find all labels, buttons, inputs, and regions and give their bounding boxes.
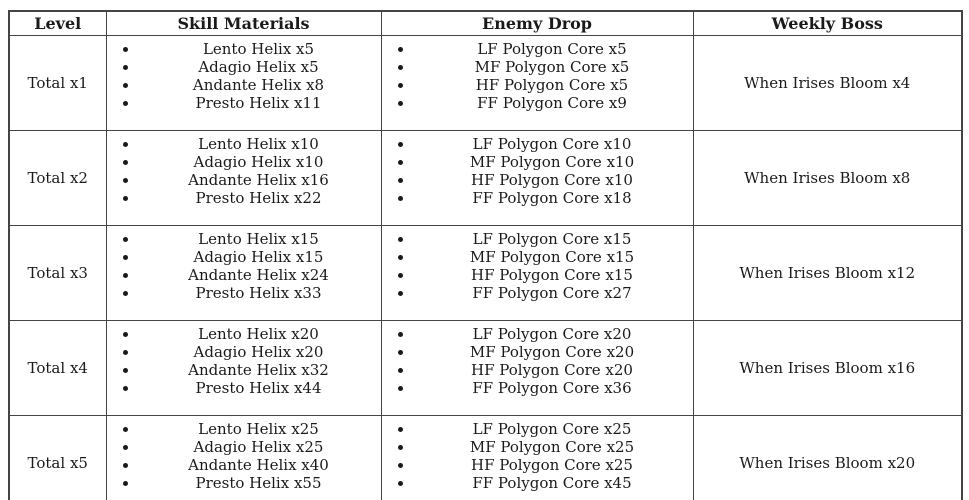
drop-item: LF Polygon Core x25 (414, 420, 691, 438)
skill-materials-cell: Lento Helix x25Adagio Helix x25Andante H… (105, 415, 382, 500)
materials-table: Level Skill Materials Enemy Drop Weekly … (8, 10, 963, 500)
material-item: Presto Helix x22 (139, 189, 379, 207)
material-item: Presto Helix x55 (139, 474, 379, 492)
skill-materials-cell: Lento Helix x15Adagio Helix x15Andante H… (105, 225, 382, 321)
column-header-level: Level (8, 10, 107, 36)
material-item: Adagio Helix x25 (139, 438, 379, 456)
drop-item: LF Polygon Core x20 (414, 325, 691, 343)
drop-item: FF Polygon Core x27 (414, 284, 691, 302)
header-row: Level Skill Materials Enemy Drop Weekly … (8, 10, 963, 36)
material-item: Lento Helix x20 (139, 325, 379, 343)
drop-item: MF Polygon Core x20 (414, 343, 691, 361)
table-row: Total x2Lento Helix x10Adagio Helix x10A… (8, 130, 963, 226)
skill-materials-cell-list: Lento Helix x5Adagio Helix x5Andante Hel… (109, 40, 379, 112)
drop-item: HF Polygon Core x5 (414, 76, 691, 94)
column-header-enemy-drop: Enemy Drop (380, 10, 694, 36)
skill-materials-cell-list: Lento Helix x10Adagio Helix x10Andante H… (109, 135, 379, 207)
material-item: Presto Helix x33 (139, 284, 379, 302)
skill-materials-cell: Lento Helix x20Adagio Helix x20Andante H… (105, 320, 382, 416)
enemy-drop-cell-list: LF Polygon Core x20MF Polygon Core x20HF… (384, 325, 691, 397)
material-item: Lento Helix x10 (139, 135, 379, 153)
skill-materials-cell: Lento Helix x10Adagio Helix x10Andante H… (105, 130, 382, 226)
drop-item: HF Polygon Core x10 (414, 171, 691, 189)
drop-item: MF Polygon Core x5 (414, 58, 691, 76)
enemy-drop-cell: LF Polygon Core x25MF Polygon Core x25HF… (380, 415, 694, 500)
level-cell: Total x2 (8, 130, 107, 226)
weekly-boss-cell: When Irises Bloom x8 (692, 130, 963, 226)
material-item: Lento Helix x25 (139, 420, 379, 438)
column-header-weekly-boss: Weekly Boss (692, 10, 963, 36)
level-cell: Total x1 (8, 35, 107, 131)
material-item: Adagio Helix x10 (139, 153, 379, 171)
enemy-drop-cell-list: LF Polygon Core x15MF Polygon Core x15HF… (384, 230, 691, 302)
level-cell: Total x4 (8, 320, 107, 416)
enemy-drop-cell: LF Polygon Core x15MF Polygon Core x15HF… (380, 225, 694, 321)
level-cell: Total x3 (8, 225, 107, 321)
drop-item: MF Polygon Core x15 (414, 248, 691, 266)
enemy-drop-cell: LF Polygon Core x5MF Polygon Core x5HF P… (380, 35, 694, 131)
drop-item: HF Polygon Core x20 (414, 361, 691, 379)
drop-item: FF Polygon Core x9 (414, 94, 691, 112)
drop-item: LF Polygon Core x15 (414, 230, 691, 248)
material-item: Lento Helix x5 (139, 40, 379, 58)
table-row: Total x3Lento Helix x15Adagio Helix x15A… (8, 225, 963, 321)
drop-item: LF Polygon Core x10 (414, 135, 691, 153)
drop-item: FF Polygon Core x45 (414, 474, 691, 492)
table-row: Total x5Lento Helix x25Adagio Helix x25A… (8, 415, 963, 500)
enemy-drop-cell-list: LF Polygon Core x5MF Polygon Core x5HF P… (384, 40, 691, 112)
material-item: Presto Helix x44 (139, 379, 379, 397)
material-item: Adagio Helix x20 (139, 343, 379, 361)
enemy-drop-cell: LF Polygon Core x10MF Polygon Core x10HF… (380, 130, 694, 226)
drop-item: FF Polygon Core x36 (414, 379, 691, 397)
material-item: Andante Helix x32 (139, 361, 379, 379)
table-row: Total x1Lento Helix x5Adagio Helix x5And… (8, 35, 963, 131)
material-item: Adagio Helix x5 (139, 58, 379, 76)
level-cell: Total x5 (8, 415, 107, 500)
drop-item: HF Polygon Core x15 (414, 266, 691, 284)
skill-materials-cell-list: Lento Helix x15Adagio Helix x15Andante H… (109, 230, 379, 302)
enemy-drop-cell-list: LF Polygon Core x10MF Polygon Core x10HF… (384, 135, 691, 207)
material-item: Andante Helix x40 (139, 456, 379, 474)
material-item: Lento Helix x15 (139, 230, 379, 248)
material-item: Andante Helix x8 (139, 76, 379, 94)
weekly-boss-cell: When Irises Bloom x4 (692, 35, 963, 131)
material-item: Presto Helix x11 (139, 94, 379, 112)
weekly-boss-cell: When Irises Bloom x16 (692, 320, 963, 416)
material-item: Andante Helix x16 (139, 171, 379, 189)
weekly-boss-cell: When Irises Bloom x20 (692, 415, 963, 500)
column-header-skill-materials: Skill Materials (105, 10, 382, 36)
material-item: Andante Helix x24 (139, 266, 379, 284)
skill-materials-cell: Lento Helix x5Adagio Helix x5Andante Hel… (105, 35, 382, 131)
drop-item: MF Polygon Core x10 (414, 153, 691, 171)
drop-item: MF Polygon Core x25 (414, 438, 691, 456)
table-row: Total x4Lento Helix x20Adagio Helix x20A… (8, 320, 963, 416)
weekly-boss-cell: When Irises Bloom x12 (692, 225, 963, 321)
material-item: Adagio Helix x15 (139, 248, 379, 266)
drop-item: LF Polygon Core x5 (414, 40, 691, 58)
table-body: Total x1Lento Helix x5Adagio Helix x5And… (8, 35, 963, 500)
drop-item: HF Polygon Core x25 (414, 456, 691, 474)
enemy-drop-cell: LF Polygon Core x20MF Polygon Core x20HF… (380, 320, 694, 416)
skill-materials-cell-list: Lento Helix x20Adagio Helix x20Andante H… (109, 325, 379, 397)
drop-item: FF Polygon Core x18 (414, 189, 691, 207)
table-header: Level Skill Materials Enemy Drop Weekly … (8, 10, 963, 36)
enemy-drop-cell-list: LF Polygon Core x25MF Polygon Core x25HF… (384, 420, 691, 492)
skill-materials-cell-list: Lento Helix x25Adagio Helix x25Andante H… (109, 420, 379, 492)
